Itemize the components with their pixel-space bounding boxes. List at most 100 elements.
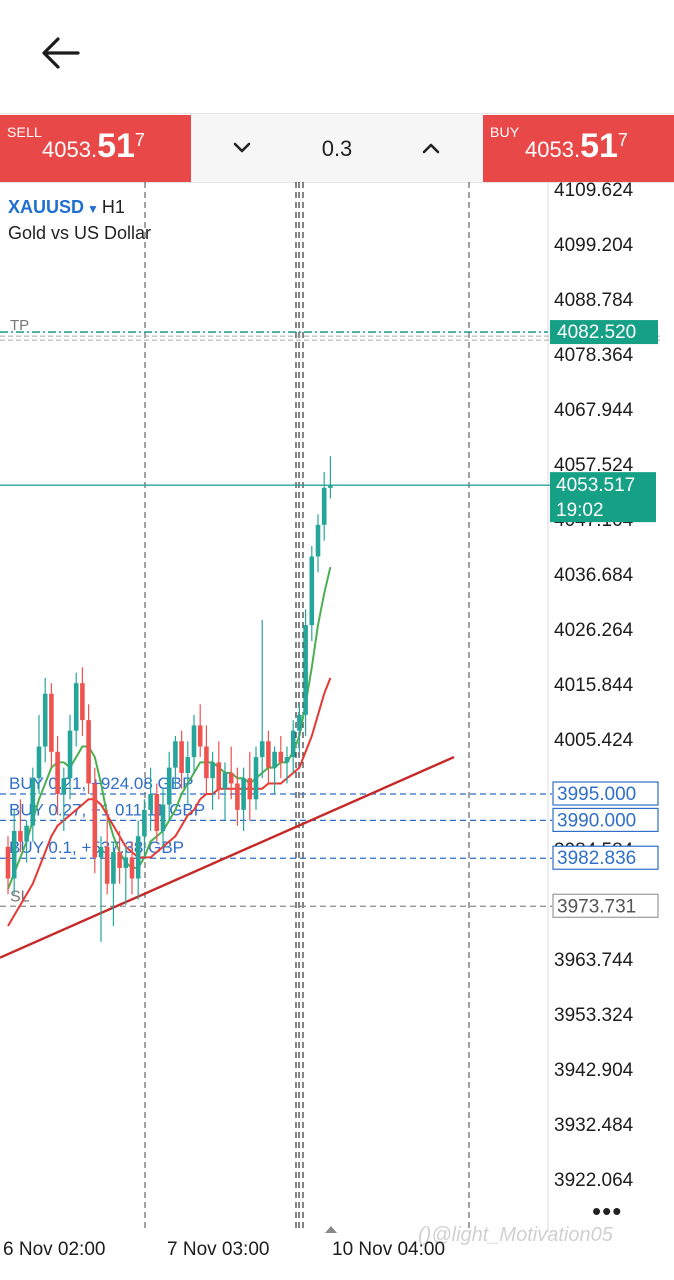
price-tick-label: 4026.264 <box>554 620 634 641</box>
candle-body <box>216 762 222 789</box>
time-axis-label: 7 Nov 03:00 <box>167 1239 269 1260</box>
lot-increase-button[interactable] <box>411 126 451 170</box>
candle-body <box>222 772 228 789</box>
watermark: ()@light_Motivation05 <box>418 1224 613 1246</box>
candle-body <box>129 857 135 879</box>
order-price-badge <box>552 781 659 806</box>
bid-price-value: 4053.517 <box>556 475 635 496</box>
buy-price: 4053.517 <box>525 127 628 165</box>
candle-body <box>321 487 327 525</box>
candle-body <box>24 825 29 842</box>
stop-loss-label: SL <box>10 888 30 905</box>
symbol-name: XAUUSD <box>8 197 85 217</box>
candle-body <box>210 762 215 779</box>
order-price-badge <box>552 845 659 870</box>
candle-body <box>259 741 265 758</box>
candle-body <box>297 714 302 731</box>
candle-body <box>42 693 48 747</box>
order-price: 3990.000 <box>557 810 636 831</box>
time-axis-label: 6 Nov 02:00 <box>3 1239 105 1260</box>
order-price-badge <box>552 807 659 833</box>
price-tick-label: 4109.624 <box>554 182 634 201</box>
candle-body <box>272 751 277 768</box>
stop-loss-badge <box>552 893 659 918</box>
candle-body <box>197 725 203 747</box>
time-axis-label: 10 Nov 04:00 <box>332 1239 445 1260</box>
candle-body <box>247 778 253 800</box>
candle-body <box>142 809 147 837</box>
candle-body <box>303 625 308 715</box>
price-tick-label: 4036.684 <box>554 565 634 586</box>
candle-body <box>309 556 315 626</box>
arrow-left-icon <box>42 37 80 69</box>
candle-body <box>11 830 17 879</box>
candle-body <box>92 783 98 858</box>
candle-body <box>241 778 246 810</box>
candle-body <box>173 741 178 768</box>
buy-label: BUY <box>490 124 520 140</box>
candle-body <box>98 846 104 858</box>
candle-body <box>123 857 129 868</box>
price-tick-label: 4099.204 <box>554 235 634 256</box>
candle-body <box>55 751 60 795</box>
timeframe-label: H1 <box>101 197 125 217</box>
candle-body <box>315 524 321 557</box>
candle-body <box>160 804 166 831</box>
moving-average-slow <box>7 677 332 927</box>
price-chart[interactable]: 4109.624 4099.204 4088.784 4078.364 4067.944… <box>0 182 674 1280</box>
scroll-indicator-icon[interactable] <box>325 1226 337 1233</box>
take-profit-price: 4082.520 <box>557 322 636 343</box>
price-tick-label: 3942.904 <box>554 1060 634 1081</box>
candle-body <box>278 751 284 763</box>
candle-body <box>284 757 290 763</box>
candle-body <box>73 683 79 731</box>
more-horizontal-icon[interactable]: ••• <box>592 1196 623 1226</box>
price-tick-label: 3922.064 <box>554 1170 634 1191</box>
caret-down-icon: ▼ <box>87 202 99 216</box>
price-tick-label: 3953.324 <box>554 1005 634 1026</box>
candle-body <box>104 846 110 884</box>
price-tick-label: 4067.944 <box>554 400 634 421</box>
symbol-description: Gold vs US Dollar <box>8 223 152 243</box>
candle-body <box>135 836 141 879</box>
candle-body <box>117 852 122 868</box>
candle-body <box>111 852 116 884</box>
candle-body <box>18 830 23 842</box>
chart-grid <box>144 182 470 1232</box>
lot-decrease-button[interactable] <box>222 126 262 170</box>
candle-body <box>80 683 85 721</box>
candle-body <box>204 746 209 779</box>
candle-body <box>185 757 191 773</box>
take-profit-badge <box>550 320 658 345</box>
buy-button[interactable]: BUY 4053.517 <box>483 115 674 182</box>
price-tick-label: 4088.784 <box>554 290 634 311</box>
one-click-trade-panel: SELL 4053.517 0.3 BUY 4053.517 <box>0 113 674 183</box>
price-tick-label: 4057.524 <box>554 455 634 476</box>
candle-body <box>67 730 73 779</box>
candle-body <box>328 485 333 488</box>
take-profit-label: TP <box>10 317 29 334</box>
trendline[interactable] <box>0 755 455 959</box>
sell-button[interactable]: SELL 4053.517 <box>0 115 191 182</box>
price-tick-label: 4078.364 <box>554 345 634 366</box>
top-bar <box>0 0 674 112</box>
candle-body <box>228 772 234 784</box>
price-tick-label: 4015.844 <box>554 675 634 696</box>
order-price: 3982.836 <box>557 848 636 869</box>
back-button[interactable] <box>36 30 84 78</box>
stop-loss-price: 3973.731 <box>557 896 636 917</box>
order-price: 3995.000 <box>557 784 636 805</box>
candle-body <box>266 741 271 768</box>
chevron-down-icon <box>233 142 251 153</box>
bid-price-badge <box>550 472 656 523</box>
chevron-up-icon <box>422 143 440 154</box>
candle-body <box>179 741 184 773</box>
price-tick-label: 3963.744 <box>554 950 634 971</box>
candle-body <box>86 720 91 784</box>
candle-body <box>154 794 160 831</box>
sell-price: 4053.517 <box>42 127 145 165</box>
price-tick-label: 3932.484 <box>554 1115 634 1136</box>
symbol-selector[interactable]: XAUUSD ▼ H1 <box>8 197 125 218</box>
lot-size-input[interactable]: 0.3 <box>321 136 353 161</box>
candle-body <box>61 778 67 795</box>
